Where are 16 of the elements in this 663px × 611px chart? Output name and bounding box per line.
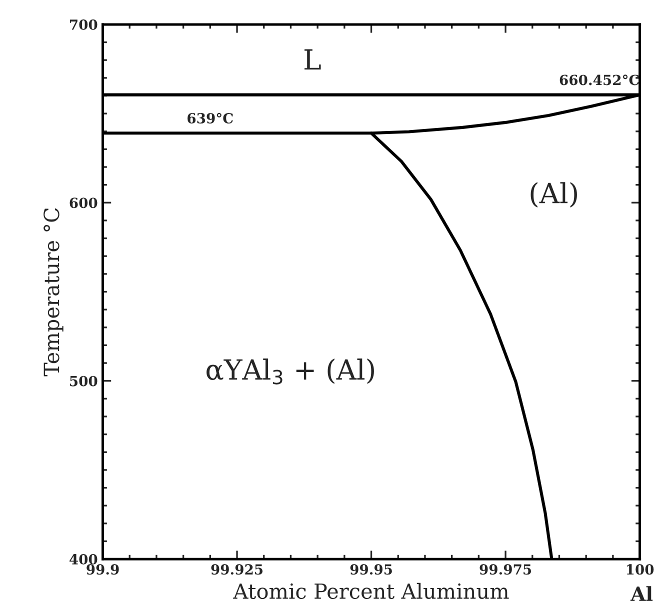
y-axis-title: Temperature °C [44,208,64,376]
annotation: (Al) [530,182,577,208]
x-tick-label: 99.975 [480,564,532,575]
y-tick-label: 400 [69,554,98,565]
x-tick-label: 99.95 [350,564,392,575]
x-axis-title: Atomic Percent Aluminum [233,582,509,600]
annotation: L [304,49,321,70]
annotation: 639°C [188,112,233,124]
x-tick-label: 99.9 [86,564,119,575]
x-tick-label: 100 [626,564,654,575]
annotation: αYAl$_{3}$ + (Al) [206,358,374,384]
y-tick-label: 600 [70,198,98,208]
y-tick-label: 500 [70,376,98,386]
text: Al [630,586,653,601]
y-tick-label: 700 [70,19,98,30]
x-tick-label: 99.925 [211,564,263,575]
